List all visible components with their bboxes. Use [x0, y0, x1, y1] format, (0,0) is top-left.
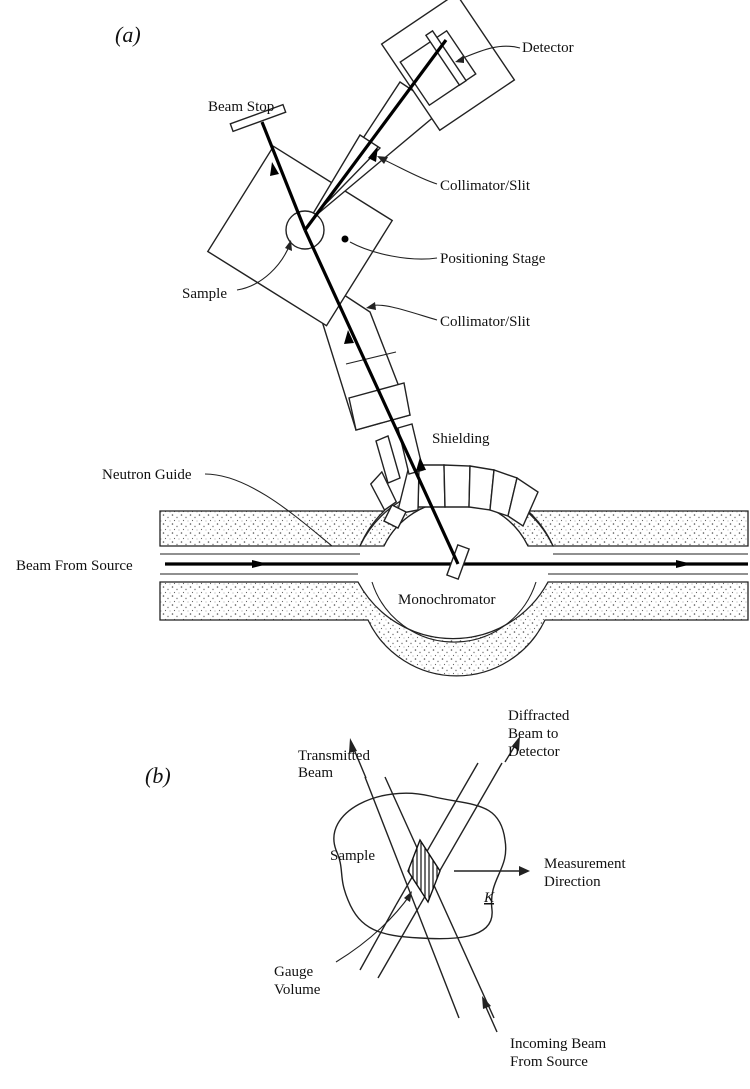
label-monochromator: Monochromator — [398, 592, 495, 608]
diffracted-beam-a — [303, 39, 448, 231]
panel-b: (b) — [145, 708, 629, 1070]
incoming-beam-arrow — [482, 996, 498, 1033]
label-collimator-bottom: Collimator/Slit — [440, 314, 531, 330]
detector — [380, 0, 516, 132]
beam-stop — [229, 103, 287, 133]
guide-upper-right — [526, 510, 749, 547]
panel-a: (a) — [16, 0, 749, 677]
label-measurement-direction: Measurement Direction — [544, 856, 629, 890]
label-incoming-beam: Incoming Beam From Source — [510, 1036, 610, 1070]
label-gauge-volume: Gauge Volume — [274, 964, 321, 998]
label-shielding: Shielding — [432, 431, 490, 447]
panel-b-label: (b) — [145, 763, 171, 788]
sample-outline — [333, 792, 507, 940]
label-diffracted-beam: Diffracted Beam to Detector — [508, 708, 573, 760]
guide-lower-band — [159, 581, 749, 677]
label-positioning-stage: Positioning Stage — [440, 251, 546, 267]
beam-to-sample — [303, 229, 460, 565]
label-sample-b: Sample — [330, 848, 375, 864]
label-sample-a: Sample — [182, 286, 227, 302]
diffracted-beam-lines — [359, 736, 520, 979]
label-beam-stop: Beam Stop — [208, 99, 274, 115]
neutron-guide-assembly — [159, 484, 749, 677]
label-collimator-top: Collimator/Slit — [440, 178, 531, 194]
label-beam-from-source: Beam From Source — [16, 558, 133, 574]
transmitted-beam-lines — [349, 738, 495, 1019]
leader-lines-a — [204, 45, 521, 547]
measurement-direction-arrow — [454, 866, 530, 876]
panel-a-label: (a) — [115, 22, 141, 47]
label-neutron-guide: Neutron Guide — [102, 467, 192, 483]
guide-upper-left — [159, 510, 386, 547]
gauge-volume-leader — [335, 894, 411, 963]
label-k-vector: K — [483, 890, 495, 906]
label-transmitted-beam: Transmitted Beam — [298, 748, 374, 781]
label-detector: Detector — [522, 40, 574, 56]
gauge-volume — [407, 838, 441, 904]
transmitted-beam-a — [260, 121, 307, 231]
